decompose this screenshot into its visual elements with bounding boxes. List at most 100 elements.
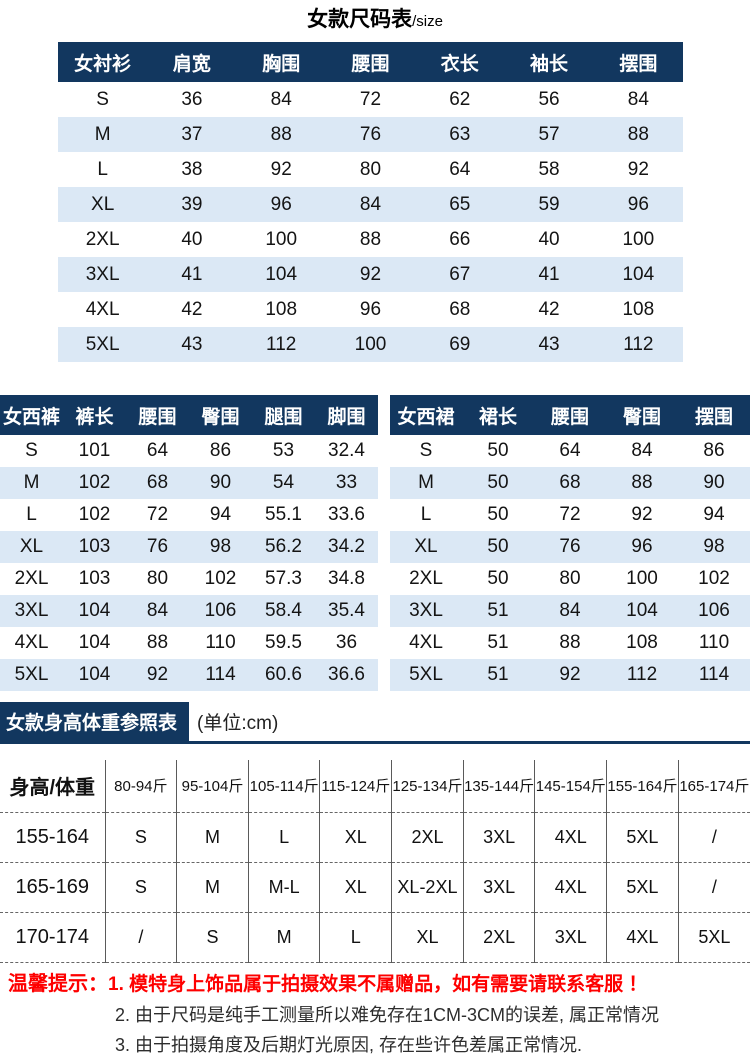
value-cell: 100 xyxy=(626,568,658,589)
value-cell: 90 xyxy=(678,467,750,499)
value-cell: 51 xyxy=(487,632,509,653)
value-cell: 165-169 xyxy=(0,862,106,912)
header-cell: 臀围 xyxy=(606,395,678,435)
reference-banner: 女款身高体重参照表 (单位:cm) xyxy=(0,702,750,744)
warm-tips-line-3: 3. 由于拍摄角度及后期灯光原因, 存在些许色差属正常情况. xyxy=(115,1034,583,1055)
value-cell: 88 xyxy=(593,117,683,152)
shirt-size-table: 女衬衫 肩宽 胸围 腰围 衣长 袖长 摆围 S 36 84 72 62 56 84 M 37 88 76 63 57 8… xyxy=(58,42,683,362)
header-cell: 115-124斤 xyxy=(319,760,393,812)
value-cell: 92 xyxy=(325,257,416,292)
value-cell: 50 xyxy=(462,531,534,563)
value-cell: 112 xyxy=(606,659,678,691)
value-cell: 88 xyxy=(359,228,382,250)
value-cell: 62 xyxy=(449,88,471,110)
page-title-suffix: /size xyxy=(412,13,443,30)
value-cell: 114 xyxy=(189,659,252,691)
value-cell: 69 xyxy=(415,327,505,362)
value-cell: 84 xyxy=(631,440,653,461)
value-cell: 106 xyxy=(678,595,750,627)
value-cell: 92 xyxy=(534,659,606,691)
value-cell: 72 xyxy=(146,504,169,525)
value-cell: 88 xyxy=(236,117,326,152)
value-cell: 57 xyxy=(504,117,594,152)
value-cell: 43 xyxy=(504,327,594,362)
value-cell: S xyxy=(25,440,38,461)
warm-tips: 温馨提示：1. 模特身上饰品属于拍摄效果不属赠品，如有需要请联系客服 ！ 2. … xyxy=(0,969,750,1060)
value-cell: 39 xyxy=(147,187,237,222)
header-cell: 摆围 xyxy=(593,42,683,82)
value-cell: L xyxy=(248,812,321,862)
value-cell: 100 xyxy=(622,228,655,250)
table-row: 155-164 S M L XL 2XL 3XL 4XL 5XL / xyxy=(0,812,750,862)
value-cell: 5XL xyxy=(698,926,731,947)
value-cell: 103 xyxy=(63,531,126,563)
table-row: L 38 92 80 64 58 92 xyxy=(58,152,683,187)
height-weight-reference-table: 身高/体重 80-94斤 95-104斤 105-114斤 115-124斤 125-13… xyxy=(0,760,750,963)
value-cell: M xyxy=(0,467,63,499)
value-cell: 110 xyxy=(698,632,730,653)
value-cell: 58.4 xyxy=(252,595,315,627)
value-cell: 76 xyxy=(126,531,189,563)
value-cell: / xyxy=(105,912,178,962)
skirt-size-table: 女西裙 裙长 腰围 臀围 摆围 S 50 64 84 86 M 50 68 88 90 L 50 72 92 94 XL… xyxy=(390,395,750,691)
table-row: M 50 68 88 90 xyxy=(390,467,750,499)
value-cell: M xyxy=(176,812,249,862)
value-cell: 94 xyxy=(703,504,725,525)
value-cell: 170-174 xyxy=(0,912,106,962)
value-cell: 103 xyxy=(78,568,111,589)
value-cell: 88 xyxy=(559,632,581,653)
table-row: 5XL 43 112 100 69 43 112 xyxy=(58,327,683,362)
header-cell: 裤长 xyxy=(63,395,126,435)
header-cell: 80-94斤 xyxy=(105,760,178,812)
table-row: 2XL 40 100 88 66 40 100 xyxy=(58,222,683,257)
value-cell: 56 xyxy=(538,88,560,110)
value-cell: 68 xyxy=(126,467,189,499)
header-cell: 肩宽 xyxy=(147,42,237,82)
value-cell: / xyxy=(711,876,717,897)
value-cell: 5XL xyxy=(0,659,63,691)
value-cell: 72 xyxy=(559,504,581,525)
header-cell: 腰围 xyxy=(534,395,606,435)
value-cell: 84 xyxy=(627,88,649,110)
value-cell: 86 xyxy=(209,440,232,461)
header-row: 身高/体重 80-94斤 95-104斤 105-114斤 115-124斤 125-13… xyxy=(0,760,750,812)
value-cell: 92 xyxy=(270,158,292,180)
header-cell: 腰围 xyxy=(126,395,189,435)
value-cell: 50 xyxy=(487,440,509,461)
table-row: 3XL 51 84 104 106 xyxy=(390,595,750,627)
header-cell: 裙长 xyxy=(462,395,534,435)
header-cell: 165-174斤 xyxy=(679,778,750,796)
value-cell: 43 xyxy=(147,327,237,362)
value-cell: 92 xyxy=(631,504,653,525)
header-cell: 95-104斤 xyxy=(176,760,249,812)
value-cell: 58 xyxy=(538,158,560,180)
value-cell: 64 xyxy=(559,440,581,461)
value-cell: 96 xyxy=(593,187,683,222)
value-cell: 57.3 xyxy=(265,568,302,589)
header-row: 女西裙 裙长 腰围 臀围 摆围 xyxy=(390,395,750,435)
value-cell: 80 xyxy=(359,158,382,180)
value-cell: 98 xyxy=(678,531,750,563)
value-cell: S xyxy=(105,812,178,862)
value-cell: 35.4 xyxy=(315,595,378,627)
value-cell: 64 xyxy=(146,440,169,461)
value-cell: 86 xyxy=(703,440,725,461)
value-cell: 4XL xyxy=(606,912,679,962)
value-cell: 4XL xyxy=(409,632,443,653)
value-cell: 51 xyxy=(462,595,534,627)
header-cell: 胸围 xyxy=(236,42,326,82)
table-row: 5XL 104 92 114 60.6 36.6 xyxy=(0,659,378,691)
value-cell: 80 xyxy=(559,568,581,589)
value-cell: 108 xyxy=(626,632,658,653)
value-cell: 68 xyxy=(449,298,471,320)
table-row: 4XL 51 88 108 110 xyxy=(390,627,750,659)
value-cell: 108 xyxy=(265,298,298,320)
value-cell: 50 xyxy=(487,568,509,589)
page-title-main: 女款尺码表 xyxy=(307,8,413,31)
table-row: M 37 88 76 63 57 88 xyxy=(58,117,683,152)
value-cell: 104 xyxy=(63,595,126,627)
value-cell: 114 xyxy=(678,659,750,691)
value-cell: 5XL xyxy=(58,327,148,362)
value-cell: 65 xyxy=(415,187,505,222)
value-cell: 4XL xyxy=(85,298,120,320)
